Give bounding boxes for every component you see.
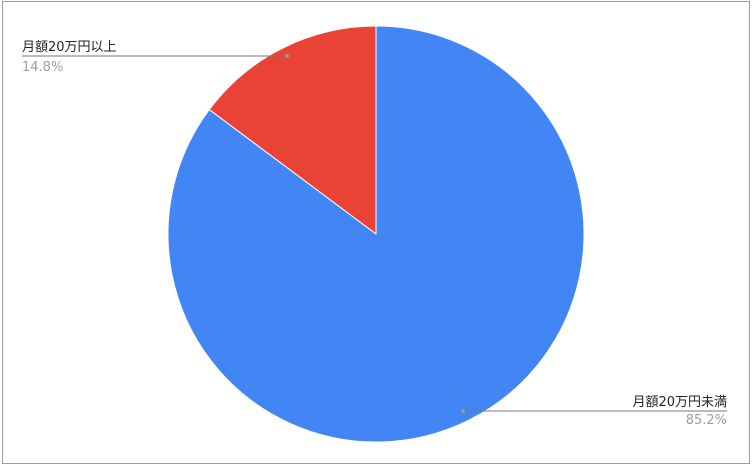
slice-percent-under-200k: 85.2% [686, 413, 727, 428]
slice-label-under-200k: 月額20万円未満 [632, 395, 727, 410]
slice-percent-over-200k: 14.8% [22, 60, 63, 75]
slice-label-over-200k: 月額20万円以上 [22, 40, 117, 55]
leader-dot-1 [461, 409, 465, 413]
pie-slice-1 [167, 25, 585, 443]
pie-slice-0 [208, 25, 377, 235]
leader-dot-0 [285, 54, 289, 58]
